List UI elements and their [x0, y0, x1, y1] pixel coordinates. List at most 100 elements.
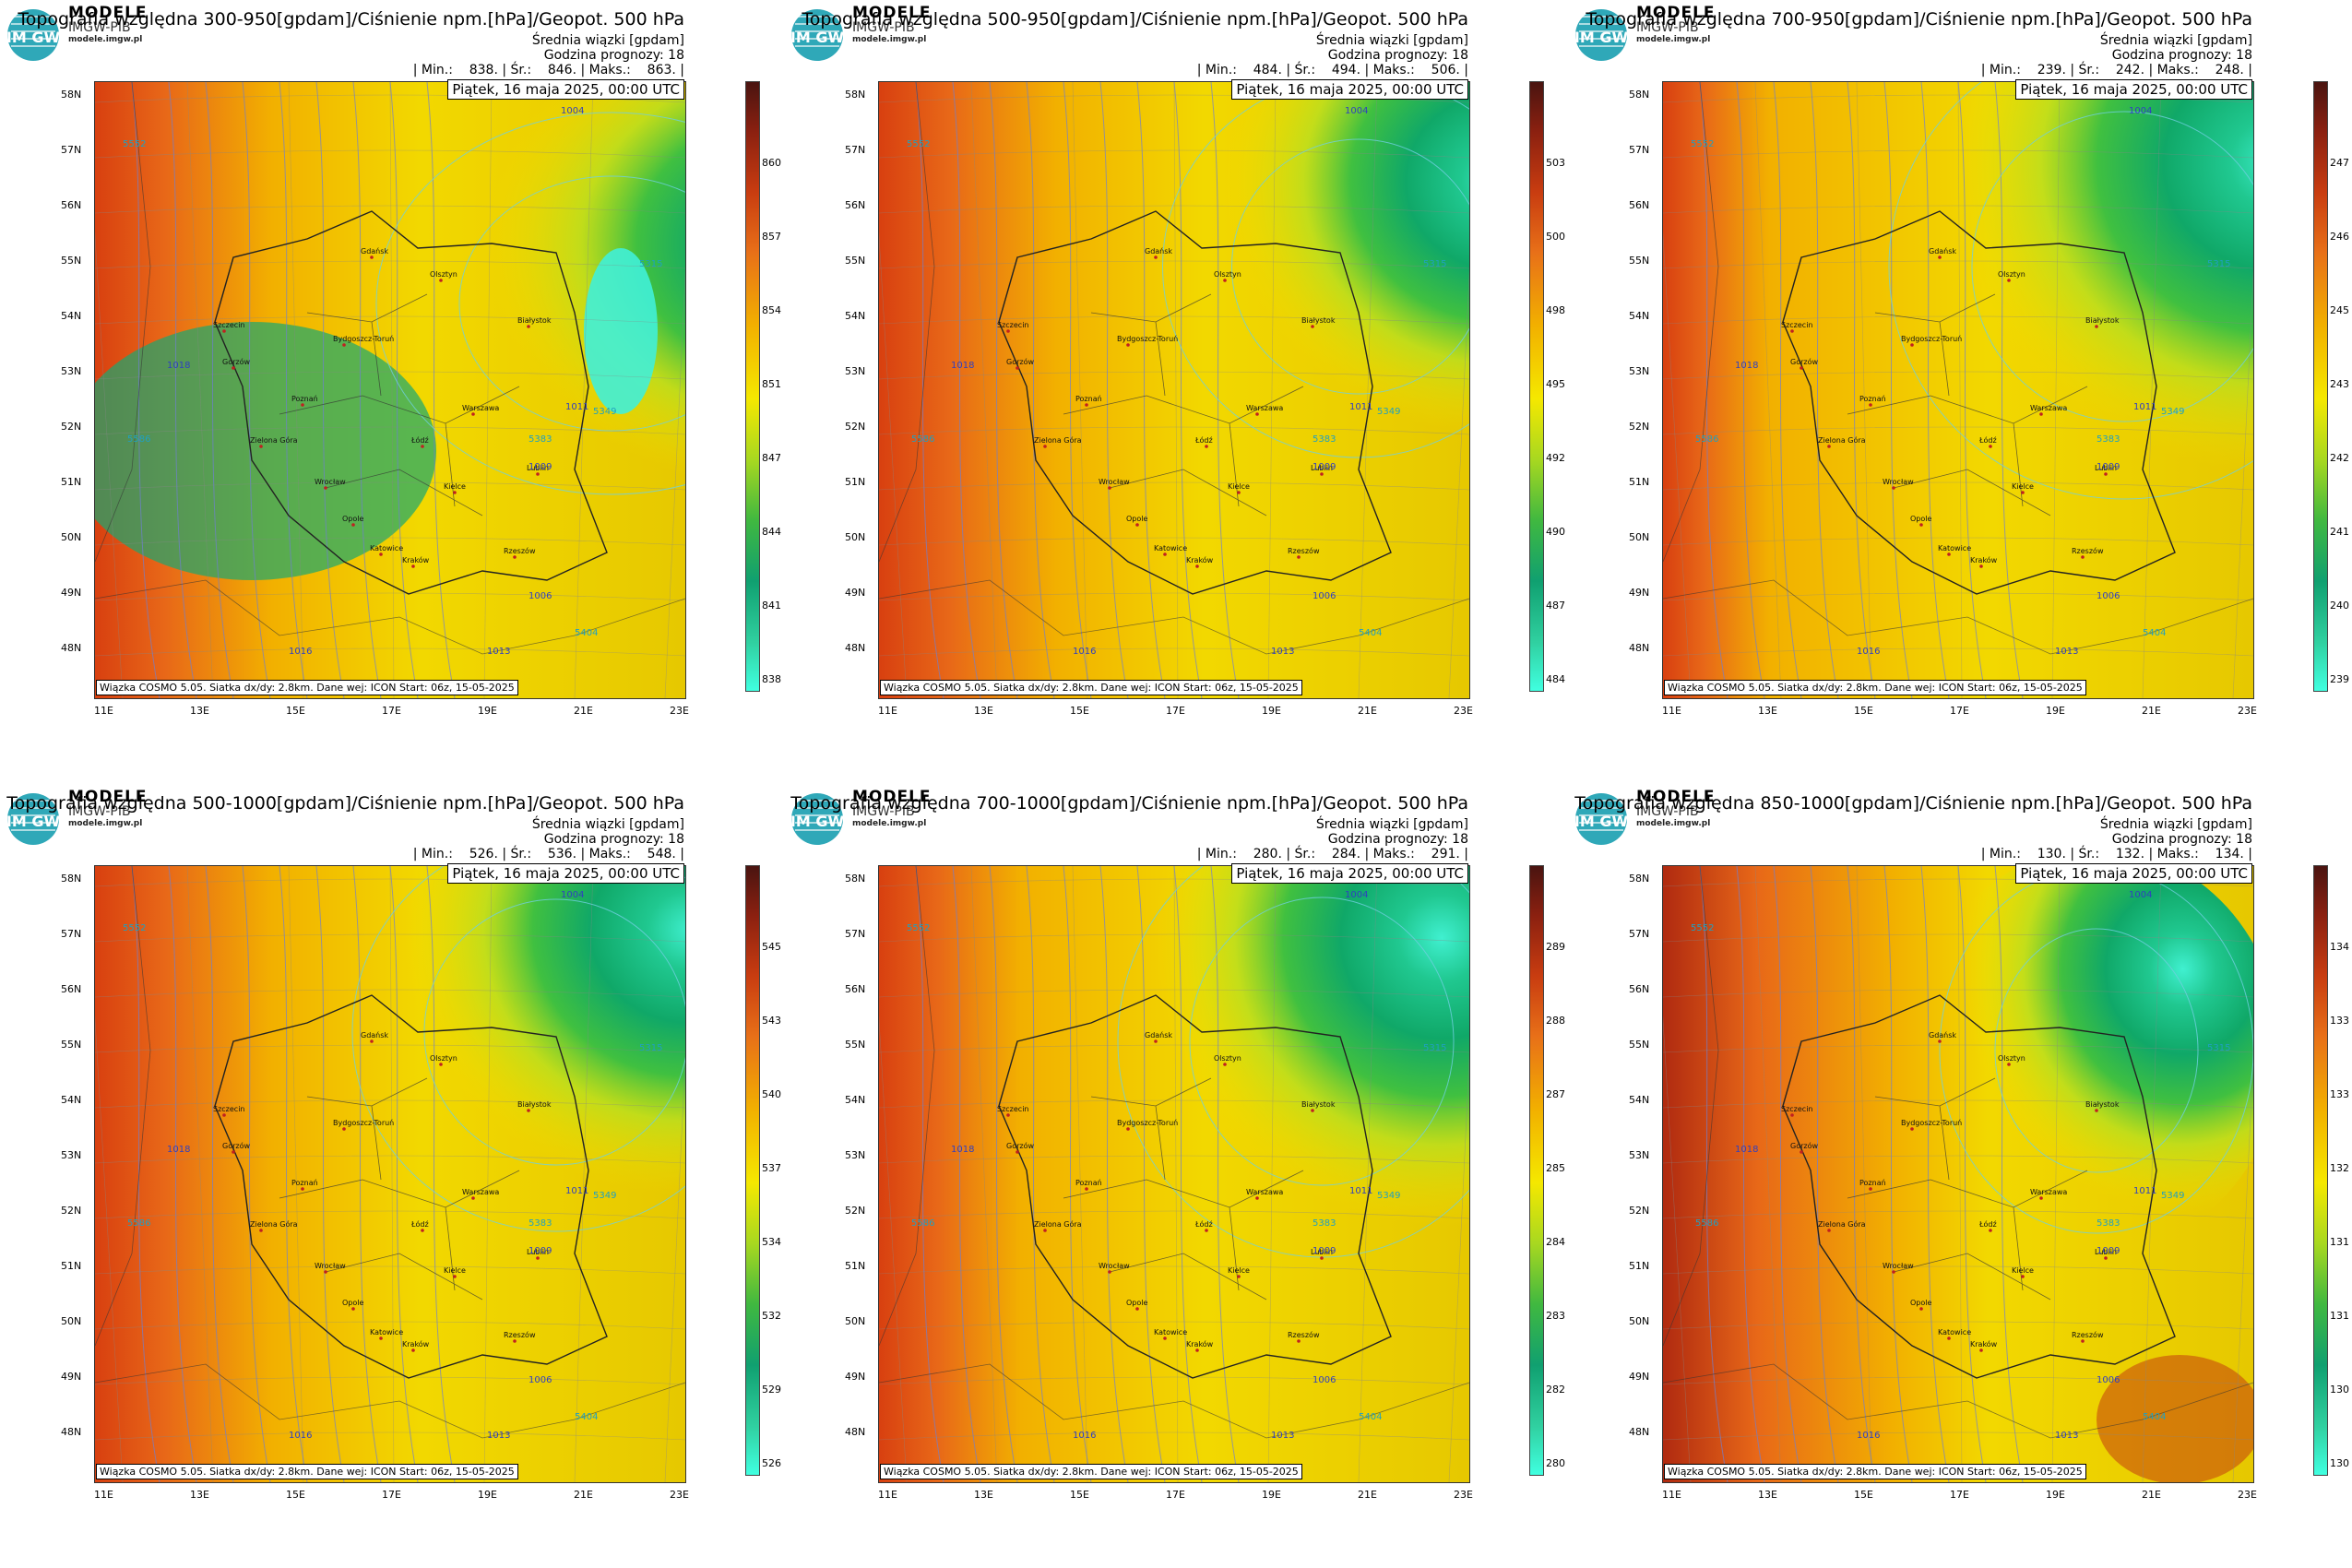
brand-url[interactable]: modele.imgw.pl: [68, 819, 143, 828]
brand-url[interactable]: modele.imgw.pl: [1636, 819, 1711, 828]
city-marker: [1790, 1113, 1794, 1117]
forecast-hour: Godzina prognozy: 18: [1327, 48, 1468, 63]
city-label: Białystok: [2085, 316, 2120, 325]
latitude-label: 58N: [845, 89, 866, 101]
longitude-label: 17E: [1166, 1489, 1185, 1501]
city-label: Opole: [1910, 1299, 1931, 1307]
latitude-label: 48N: [845, 642, 866, 654]
city-marker: [1979, 1348, 1983, 1352]
city-marker: [342, 343, 346, 347]
city-marker: [232, 1150, 235, 1154]
city-label: Wrocław: [1099, 1262, 1130, 1270]
latitude-label: 58N: [61, 873, 82, 885]
longitude-label: 19E: [478, 1489, 497, 1501]
longitude-label: 15E: [286, 705, 305, 717]
latitude-label: 48N: [845, 1426, 866, 1438]
colorbar-tick: 857: [762, 231, 781, 243]
imgw-logo-icon: IM GW: [1574, 9, 1628, 61]
field-map: Gdańsk Olsztyn Szczecin Bydgoszcz-Toruń Biał…: [94, 81, 686, 699]
latitude-label: 54N: [845, 1094, 866, 1106]
latitude-label: 51N: [1629, 476, 1650, 488]
map-svg: Gdańsk Olsztyn Szczecin Bydgoszcz-Toruń Biał…: [95, 866, 685, 1482]
map-svg: Gdańsk Olsztyn Szczecin Bydgoszcz-Toruń Biał…: [879, 866, 1469, 1482]
city-marker: [1255, 1196, 1259, 1200]
isobar-label: 1013: [1271, 647, 1294, 657]
subtitle: Średnia wiązki [gpdam]: [2099, 33, 2252, 48]
city-marker: [1135, 523, 1139, 527]
geopotential-label: 5315: [1423, 259, 1446, 269]
latitude-label: 57N: [845, 144, 866, 156]
latitude-label: 50N: [1629, 531, 1650, 543]
brand-url[interactable]: modele.imgw.pl: [852, 35, 927, 44]
isobar-label: 1004: [561, 106, 584, 116]
forecast-hour: Godzina prognozy: 18: [543, 832, 684, 847]
longitude-label: 11E: [94, 705, 113, 717]
city-label: Bydgoszcz-Toruń: [333, 1119, 394, 1127]
brand-name: MODELE: [1636, 788, 1716, 806]
panel-title: Topografia względna 300-950[gpdam]/Ciśni…: [18, 9, 684, 30]
brand-block: MODELE IMGW-PIB modele.imgw.pl: [1636, 790, 1716, 828]
brand-name: MODELE: [852, 788, 932, 806]
latitude-label: 51N: [61, 1260, 82, 1272]
latitude-label: 52N: [1629, 1205, 1650, 1217]
city-marker: [1910, 1127, 1914, 1131]
city-label: Zielona Góra: [250, 1219, 298, 1229]
city-marker: [324, 486, 327, 490]
isobar-label: 1011: [1349, 1186, 1372, 1196]
city-marker: [471, 1196, 475, 1200]
longitude-label: 15E: [1070, 705, 1089, 717]
longitude-label: 21E: [2142, 1489, 2161, 1501]
latitude-label: 53N: [61, 1149, 82, 1161]
panel-title: Topografia względna 700-950[gpdam]/Ciśni…: [1586, 9, 2252, 30]
city-label: Szczecin: [997, 1105, 1029, 1113]
colorbar-tick: 241: [2330, 526, 2349, 538]
imgw-logo-icon: IM GW: [1574, 793, 1628, 845]
city-marker: [1016, 1150, 1019, 1154]
subtitle: Średnia wiązki [gpdam]: [531, 817, 684, 832]
city-label: Poznań: [1859, 1179, 1886, 1187]
city-marker: [1790, 329, 1794, 333]
city-marker: [2081, 555, 2085, 559]
city-label: Opole: [342, 1299, 363, 1307]
city-marker: [1800, 1150, 1803, 1154]
isobar-label: 1016: [1857, 1431, 1880, 1441]
isobar-label: 1016: [1073, 1431, 1096, 1441]
latitude-label: 48N: [1629, 1426, 1650, 1438]
latitude-label: 55N: [1629, 1039, 1650, 1051]
colorbar-tick: 289: [1546, 941, 1565, 953]
geopotential-label: 5383: [1313, 434, 1336, 445]
geopotential-label: 5383: [2097, 434, 2120, 445]
city-marker: [1947, 552, 1951, 556]
colorbar-tick: 851: [762, 378, 781, 390]
subtitle: Średnia wiązki [gpdam]: [531, 33, 684, 48]
longitude-label: 23E: [1454, 705, 1473, 717]
city-marker: [1297, 1339, 1301, 1343]
brand-url[interactable]: modele.imgw.pl: [68, 35, 143, 44]
latitude-label: 48N: [1629, 642, 1650, 654]
city-label: Rzeszów: [2072, 546, 2104, 555]
isobar-label: 1018: [951, 1145, 974, 1155]
svg-text:IM GW: IM GW: [6, 29, 61, 46]
colorbar-tick: 487: [1546, 600, 1565, 612]
city-label: Katowice: [1154, 1328, 1187, 1336]
longitude-label: 21E: [574, 705, 593, 717]
city-label: Warszawa: [2030, 1188, 2067, 1196]
geopotential-label: 5315: [1423, 1043, 1446, 1053]
city-marker: [1237, 1275, 1241, 1278]
city-marker: [232, 366, 235, 370]
city-label: Kraków: [402, 555, 430, 564]
svg-text:IM GW: IM GW: [790, 813, 845, 830]
city-label: Warszawa: [462, 1188, 499, 1196]
city-marker: [1919, 1307, 1923, 1311]
colorbar-tick: 529: [762, 1384, 781, 1396]
city-marker: [527, 325, 530, 328]
subtitle: Średnia wiązki [gpdam]: [1315, 33, 1468, 48]
brand-url[interactable]: modele.imgw.pl: [1636, 35, 1711, 44]
isobar-label: 1016: [1857, 647, 1880, 657]
field-map: Gdańsk Olsztyn Szczecin Bydgoszcz-Toruń Biał…: [878, 81, 1470, 699]
colorbar-tick: 245: [2330, 304, 2349, 316]
brand-url[interactable]: modele.imgw.pl: [852, 819, 927, 828]
geopotential-label: 5349: [593, 407, 616, 417]
city-label: Białystok: [517, 316, 552, 325]
city-label: Szczecin: [213, 1105, 245, 1113]
